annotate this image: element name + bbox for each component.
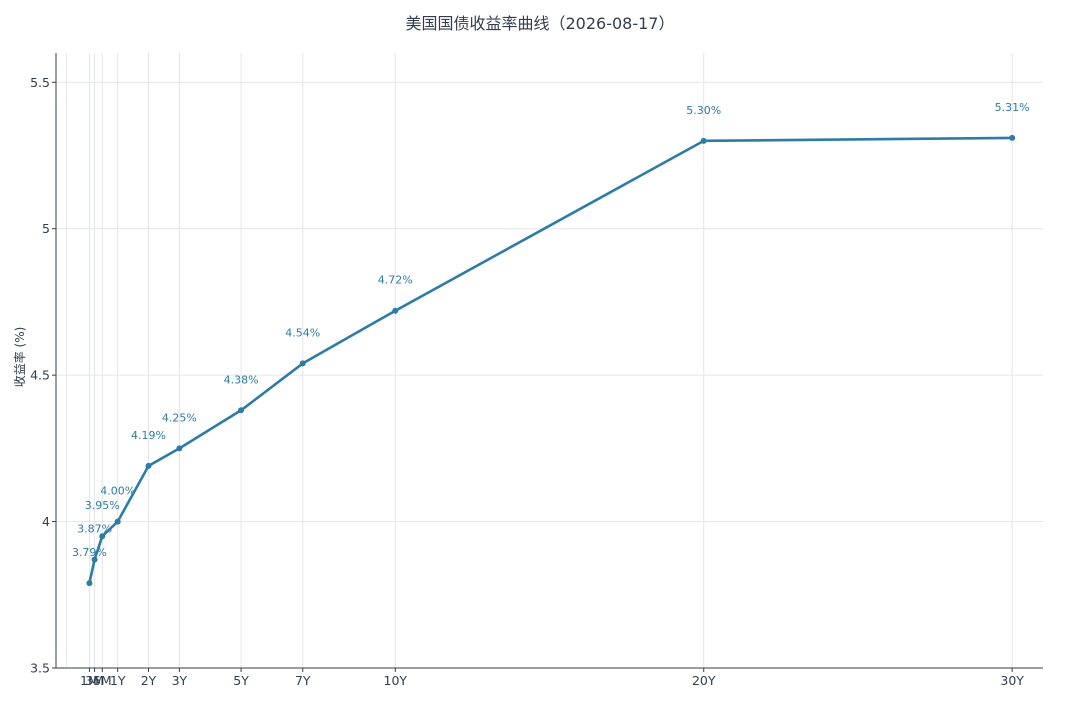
y-tick-label: 4 — [42, 514, 50, 529]
data-point — [1009, 134, 1016, 141]
data-label: 4.72% — [378, 274, 413, 287]
data-point — [238, 407, 245, 414]
data-point — [145, 462, 152, 469]
data-point — [392, 307, 399, 314]
x-tick-label: 20Y — [692, 673, 716, 688]
data-label: 4.19% — [131, 429, 166, 442]
data-label: 3.87% — [77, 523, 112, 536]
data-label: 4.38% — [224, 373, 259, 386]
x-tick-label: 3M — [85, 673, 104, 688]
y-tick-label: 5.5 — [30, 75, 50, 90]
y-tick-label: 5 — [42, 221, 50, 236]
data-point — [91, 556, 98, 563]
series-layer — [86, 134, 1016, 587]
x-tick-label: 6M — [93, 673, 112, 688]
data-point — [114, 518, 121, 525]
data-point — [700, 137, 707, 144]
x-tick-label: 10Y — [384, 673, 408, 688]
yield-curve-line — [88, 136, 1014, 585]
data-point — [86, 580, 93, 587]
x-tick-label: 5Y — [233, 673, 249, 688]
chart-title: 美国国债收益率曲线（2026-08-17） — [405, 14, 675, 33]
data-point — [299, 360, 306, 367]
data-label: 4.25% — [162, 411, 197, 424]
x-tick-label: 1Y — [110, 673, 126, 688]
y-tick-label: 4.5 — [30, 368, 50, 383]
grid-layer — [56, 53, 1043, 669]
data-label: 3.95% — [85, 499, 120, 512]
data-point — [99, 533, 106, 540]
data-label: 3.79% — [72, 546, 107, 559]
data-point — [176, 445, 183, 452]
data-label: 5.30% — [686, 104, 721, 117]
x-tick-label: 7Y — [295, 673, 311, 688]
x-tick-label: 1M — [80, 673, 99, 688]
y-axis-label: 收益率 (%) — [12, 327, 27, 388]
x-tick-label: 3Y — [172, 673, 188, 688]
x-tick-label: 30Y — [1000, 673, 1024, 688]
data-label: 5.31% — [995, 101, 1030, 114]
data-label: 4.54% — [285, 326, 320, 339]
data-label: 4.00% — [100, 485, 135, 498]
y-tick-label: 3.5 — [30, 661, 50, 676]
labels-layer: 3.79% 3.87% 3.95%4.00% 4.19% 4.25% 4.38% 4.54%… — [72, 101, 1030, 559]
x-tick-label: 2Y — [141, 673, 157, 688]
